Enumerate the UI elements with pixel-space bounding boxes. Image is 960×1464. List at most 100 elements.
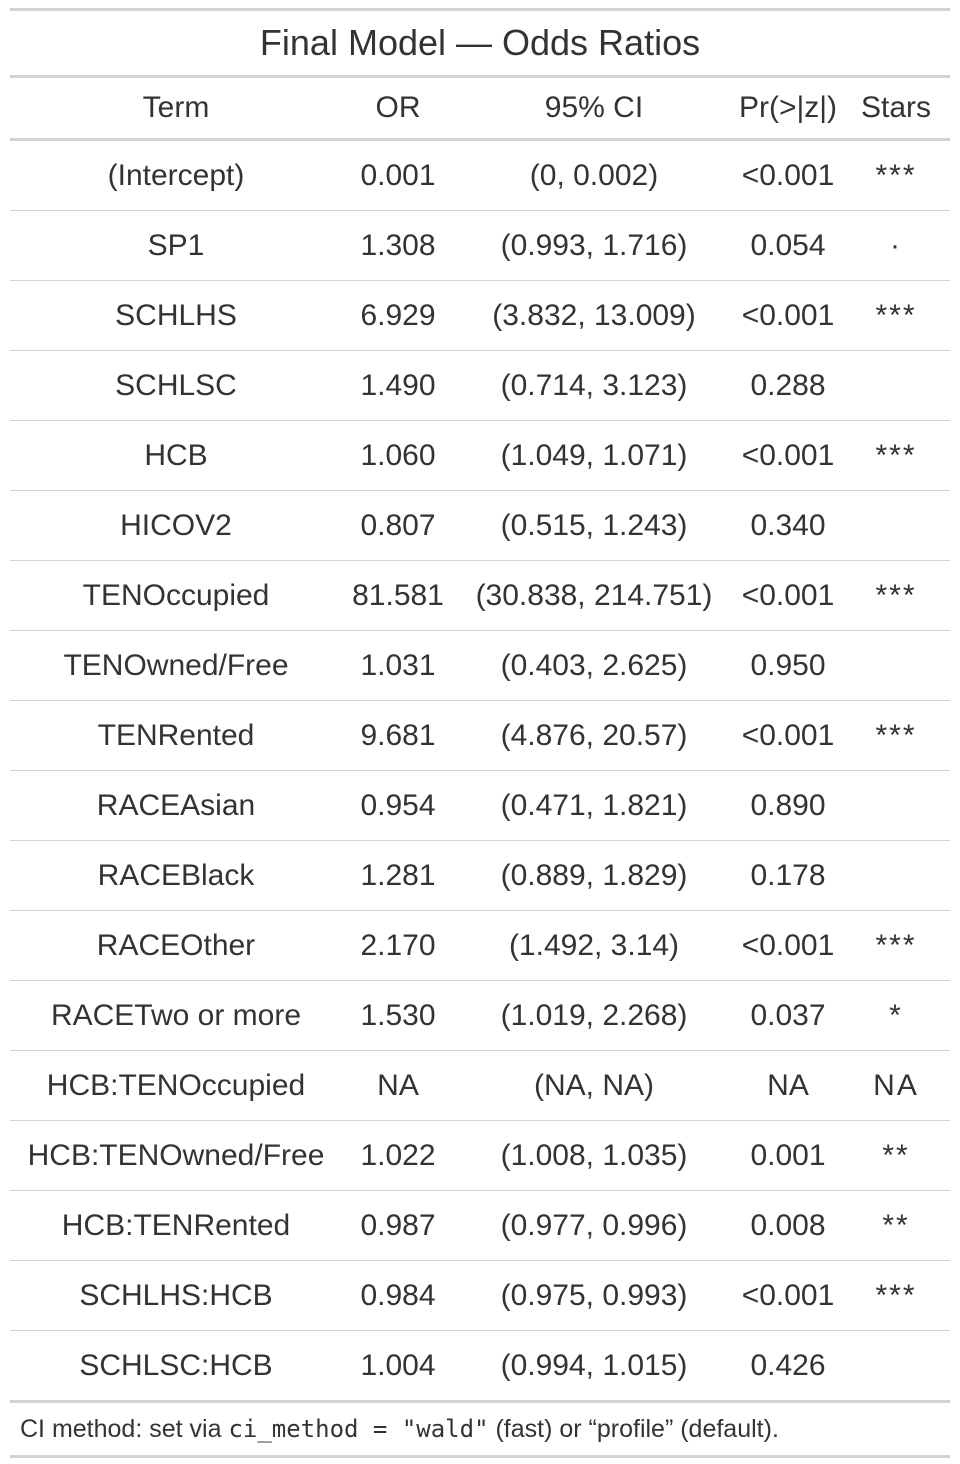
cell-or: 1.031 xyxy=(342,630,454,701)
footnote-prefix: CI method: set via xyxy=(20,1414,229,1443)
cell-ci: (0.993, 1.716) xyxy=(454,210,734,281)
cell-or: 1.060 xyxy=(342,420,454,491)
cell-term: (Intercept) xyxy=(10,139,342,211)
cell-term: SCHLSC:HCB xyxy=(10,1330,342,1403)
cell-pvalue: 0.288 xyxy=(734,350,842,421)
cell-stars: · xyxy=(842,210,951,281)
cell-stars: *** xyxy=(842,910,951,981)
cell-pvalue: <0.001 xyxy=(734,700,842,771)
cell-ci: (0.889, 1.829) xyxy=(454,840,734,911)
cell-term: RACEOther xyxy=(10,910,342,981)
cell-stars: ** xyxy=(842,1190,951,1261)
odds-ratio-table: Final Model — Odds Ratios Term OR 95% CI… xyxy=(10,8,951,1458)
cell-ci: (0, 0.002) xyxy=(454,139,734,211)
cell-term: SCHLHS xyxy=(10,280,342,351)
cell-or: 0.987 xyxy=(342,1190,454,1261)
cell-ci: (NA, NA) xyxy=(454,1050,734,1121)
cell-stars: *** xyxy=(842,1260,951,1331)
table-row: RACETwo or more 1.530 (1.019, 2.268) 0.037 * xyxy=(10,980,951,1051)
cell-pvalue: <0.001 xyxy=(734,280,842,351)
table-row: TENOccupied 81.581 (30.838, 214.751) <0.001… xyxy=(10,560,951,631)
cell-term: TENRented xyxy=(10,700,342,771)
cell-stars xyxy=(842,840,951,911)
cell-term: HCB:TENOccupied xyxy=(10,1050,342,1121)
cell-term: RACEBlack xyxy=(10,840,342,911)
cell-ci: (0.515, 1.243) xyxy=(454,490,734,561)
cell-pvalue: 0.054 xyxy=(734,210,842,281)
title-row: Final Model — Odds Ratios xyxy=(10,8,951,78)
cell-term: RACEAsian xyxy=(10,770,342,841)
cell-ci: (3.832, 13.009) xyxy=(454,280,734,351)
cell-ci: (30.838, 214.751) xyxy=(454,560,734,631)
cell-term: HCB xyxy=(10,420,342,491)
cell-or: NA xyxy=(342,1050,454,1121)
cell-stars: ** xyxy=(842,1120,951,1191)
cell-pvalue: <0.001 xyxy=(734,910,842,981)
table-row: (Intercept) 0.001 (0, 0.002) <0.001 *** xyxy=(10,139,951,211)
table-row: TENOwned/Free 1.031 (0.403, 2.625) 0.950 xyxy=(10,630,951,701)
table-row: TENRented 9.681 (4.876, 20.57) <0.001 *** xyxy=(10,700,951,771)
cell-stars: * xyxy=(842,980,951,1051)
cell-ci: (1.492, 3.14) xyxy=(454,910,734,981)
cell-or: 1.022 xyxy=(342,1120,454,1191)
cell-or: 1.281 xyxy=(342,840,454,911)
cell-stars: NA xyxy=(842,1050,951,1121)
cell-ci: (0.403, 2.625) xyxy=(454,630,734,701)
cell-ci: (0.994, 1.015) xyxy=(454,1330,734,1403)
column-header-or: OR xyxy=(342,76,454,141)
table-row: RACEOther 2.170 (1.492, 3.14) <0.001 *** xyxy=(10,910,951,981)
cell-ci: (0.471, 1.821) xyxy=(454,770,734,841)
table-row: SCHLHS 6.929 (3.832, 13.009) <0.001 *** xyxy=(10,280,951,351)
cell-ci: (1.019, 2.268) xyxy=(454,980,734,1051)
table-title: Final Model — Odds Ratios xyxy=(10,8,951,78)
table-row: RACEAsian 0.954 (0.471, 1.821) 0.890 xyxy=(10,770,951,841)
table-body: (Intercept) 0.001 (0, 0.002) <0.001 *** SP1 1.… xyxy=(10,139,951,1403)
column-header-term: Term xyxy=(10,76,342,141)
cell-pvalue: NA xyxy=(734,1050,842,1121)
cell-stars: *** xyxy=(842,280,951,351)
cell-term: SCHLHS:HCB xyxy=(10,1260,342,1331)
footnote-row: CI method: set via ci_method = "wald" (f… xyxy=(10,1401,951,1458)
table-footnote: CI method: set via ci_method = "wald" (f… xyxy=(10,1401,951,1458)
column-header-pvalue: Pr(>|z|) xyxy=(734,76,842,141)
cell-term: HICOV2 xyxy=(10,490,342,561)
table-row: SCHLHS:HCB 0.984 (0.975, 0.993) <0.001 *** xyxy=(10,1260,951,1331)
cell-pvalue: 0.340 xyxy=(734,490,842,561)
table-row: SCHLSC 1.490 (0.714, 3.123) 0.288 xyxy=(10,350,951,421)
cell-stars: *** xyxy=(842,420,951,491)
cell-pvalue: <0.001 xyxy=(734,420,842,491)
cell-pvalue: 0.008 xyxy=(734,1190,842,1261)
cell-or: 0.984 xyxy=(342,1260,454,1331)
cell-or: 81.581 xyxy=(342,560,454,631)
cell-pvalue: <0.001 xyxy=(734,560,842,631)
table-row: HCB:TENRented 0.987 (0.977, 0.996) 0.008 ** xyxy=(10,1190,951,1261)
cell-term: RACETwo or more xyxy=(10,980,342,1051)
cell-pvalue: <0.001 xyxy=(734,139,842,211)
cell-pvalue: <0.001 xyxy=(734,1260,842,1331)
cell-or: 0.001 xyxy=(342,139,454,211)
footnote-code: ci_method = "wald" xyxy=(228,1414,489,1443)
cell-or: 1.004 xyxy=(342,1330,454,1403)
cell-stars xyxy=(842,770,951,841)
odds-ratio-table-container: Final Model — Odds Ratios Term OR 95% CI… xyxy=(10,8,951,1458)
cell-pvalue: 0.950 xyxy=(734,630,842,701)
cell-or: 9.681 xyxy=(342,700,454,771)
cell-stars xyxy=(842,1330,951,1403)
cell-pvalue: 0.890 xyxy=(734,770,842,841)
table-row: HICOV2 0.807 (0.515, 1.243) 0.340 xyxy=(10,490,951,561)
footnote-suffix: (fast) or “profile” (default). xyxy=(488,1414,779,1443)
cell-term: SCHLSC xyxy=(10,350,342,421)
cell-ci: (0.975, 0.993) xyxy=(454,1260,734,1331)
cell-stars: *** xyxy=(842,560,951,631)
cell-ci: (1.049, 1.071) xyxy=(454,420,734,491)
cell-stars xyxy=(842,350,951,421)
cell-pvalue: 0.426 xyxy=(734,1330,842,1403)
table-row: HCB:TENOccupied NA (NA, NA) NA NA xyxy=(10,1050,951,1121)
cell-pvalue: 0.178 xyxy=(734,840,842,911)
cell-or: 0.807 xyxy=(342,490,454,561)
column-header-ci: 95% CI xyxy=(454,76,734,141)
cell-term: TENOwned/Free xyxy=(10,630,342,701)
cell-or: 2.170 xyxy=(342,910,454,981)
table-row: RACEBlack 1.281 (0.889, 1.829) 0.178 xyxy=(10,840,951,911)
cell-stars xyxy=(842,490,951,561)
